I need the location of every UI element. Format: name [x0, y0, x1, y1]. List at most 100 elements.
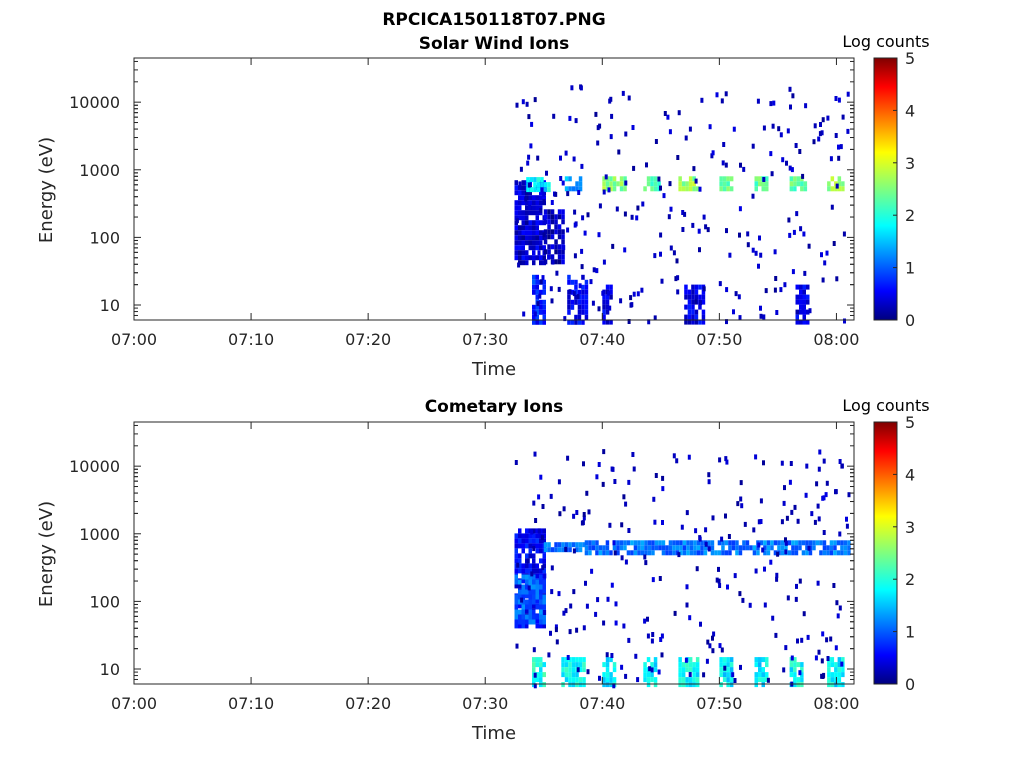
heatmap-cell: [598, 675, 601, 681]
heatmap-cell: [633, 545, 638, 551]
heatmap-cell: [542, 232, 546, 238]
heatmap-cell: [557, 547, 562, 553]
heatmap-cell: [798, 540, 802, 546]
heatmap-cell: [678, 682, 682, 688]
heatmap-cell: [735, 550, 739, 556]
heatmap-cell: [789, 461, 793, 466]
heatmap-cell: [550, 229, 555, 235]
heatmap-cell: [739, 480, 743, 486]
heatmap-cell: [532, 657, 536, 663]
heatmap-cell: [794, 540, 799, 546]
heatmap-cell: [691, 299, 695, 305]
heatmap-cell: [702, 214, 706, 220]
heatmap-cell: [550, 219, 555, 225]
heatmap-cell: [757, 542, 761, 548]
colorbar-tick-label: 4: [905, 101, 915, 120]
heatmap-cell: [654, 473, 658, 478]
heatmap-cell: [595, 550, 599, 556]
heatmap-cell: [514, 579, 518, 585]
heatmap-cell: [802, 284, 806, 290]
heatmap-cell: [805, 545, 809, 551]
heatmap-cell: [521, 220, 525, 226]
heatmap-cell: [515, 102, 519, 108]
heatmap-cell: [679, 545, 683, 551]
heatmap-cell: [572, 513, 576, 519]
heatmap-cell: [647, 545, 652, 551]
heatmap-cell: [525, 574, 529, 580]
heatmap-cell: [568, 542, 572, 548]
heatmap-cell: [573, 253, 577, 259]
heatmap-cell: [684, 319, 688, 325]
heatmap-cell: [561, 180, 565, 186]
heatmap-cell: [685, 584, 689, 590]
x-tick-label: 07:00: [111, 330, 157, 349]
heatmap-cell: [651, 632, 655, 637]
heatmap-cell: [557, 542, 562, 548]
heatmap-cell: [802, 304, 806, 310]
heatmap-cell: [827, 672, 831, 678]
heatmap-cell: [691, 284, 695, 290]
heatmap-cell: [812, 139, 816, 145]
heatmap-cell: [743, 521, 747, 527]
heatmap-cell: [834, 672, 838, 678]
heatmap-cell: [772, 100, 776, 106]
heatmap-cell: [518, 210, 522, 216]
heatmap-cell: [650, 176, 654, 182]
heatmap-cell: [780, 460, 784, 466]
heatmap-cell: [597, 462, 601, 467]
heatmap-cell: [526, 177, 530, 183]
heatmap-cell: [663, 111, 667, 116]
heatmap-cell: [837, 181, 842, 187]
heatmap-cell: [801, 540, 806, 546]
heatmap-cell: [578, 547, 583, 553]
heatmap-cell: [521, 200, 525, 206]
heatmap-cell: [554, 627, 558, 633]
heatmap-cell: [542, 314, 546, 320]
heatmap-cell: [574, 314, 578, 320]
heatmap-cell: [794, 143, 798, 148]
heatmap-cell: [653, 682, 658, 688]
heatmap-cell: [528, 210, 532, 216]
heatmap-cell: [773, 540, 778, 546]
heatmap-cell: [575, 181, 579, 187]
heatmap-cell: [821, 631, 825, 637]
heatmap-cell: [728, 545, 732, 551]
heatmap-cell: [838, 531, 842, 537]
heatmap-cell: [557, 254, 562, 260]
heatmap-cell: [841, 114, 845, 120]
heatmap-cell: [758, 672, 762, 678]
heatmap-cell: [626, 550, 631, 556]
heatmap-cell: [819, 550, 823, 556]
heatmap-cell: [532, 200, 536, 206]
heatmap-cell: [542, 584, 546, 590]
heatmap-cell: [845, 516, 848, 522]
heatmap-cell: [539, 543, 543, 549]
heatmap-cell: [771, 615, 775, 621]
heatmap-cell: [834, 662, 838, 668]
heatmap-cell: [681, 227, 685, 232]
heatmap-cell: [526, 558, 530, 564]
heatmap-cell: [723, 665, 727, 671]
heatmap-cell: [769, 151, 773, 157]
heatmap-cell: [532, 225, 536, 231]
heatmap-cell: [717, 540, 722, 546]
heatmap-cell: [616, 540, 620, 546]
heatmap-cell: [659, 232, 663, 238]
heatmap-cell: [577, 190, 581, 195]
heatmap-cell: [626, 540, 631, 546]
heatmap-cell: [660, 652, 664, 658]
heatmap-cell: [539, 657, 543, 663]
heatmap-cell: [602, 662, 606, 668]
heatmap-cell: [826, 115, 830, 121]
solar-wind-panel: Solar Wind Ions 07:00 07:10 07:20 07:30 07:4…: [36, 32, 930, 380]
heatmap-cell: [521, 609, 525, 615]
heatmap-cell: [539, 289, 543, 295]
heatmap-cell: [554, 229, 558, 235]
heatmap-cell: [836, 540, 841, 546]
heatmap-cell: [602, 672, 606, 678]
heatmap-cell: [581, 304, 585, 310]
heatmap-cell: [532, 240, 536, 246]
heatmap-cell: [685, 602, 689, 608]
heatmap-cell: [525, 563, 529, 569]
heatmap-cell: [605, 667, 610, 673]
